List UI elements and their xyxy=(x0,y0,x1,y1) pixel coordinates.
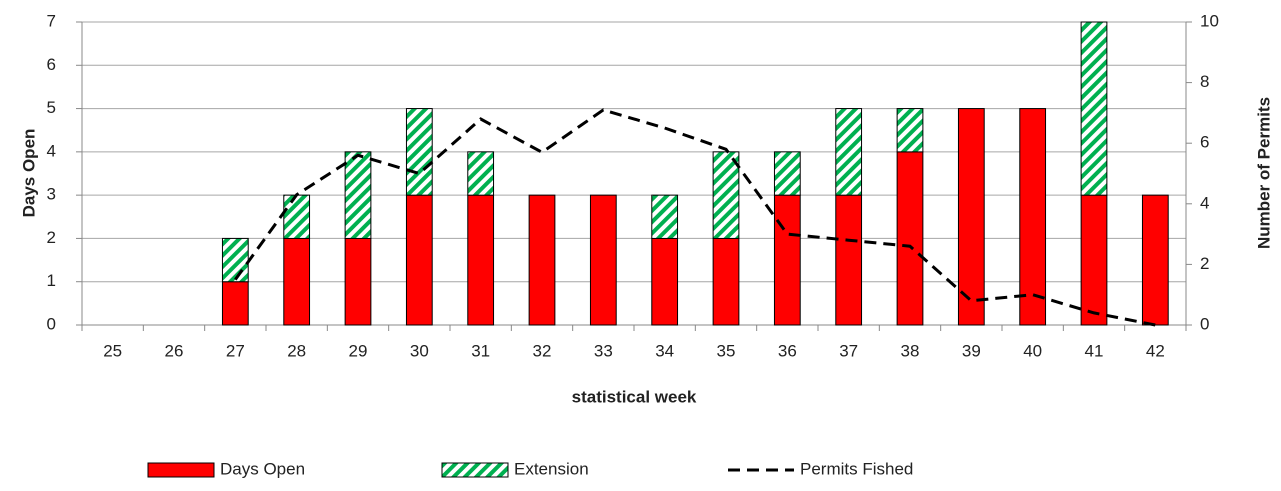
legend-label: Days Open xyxy=(220,459,305,478)
y-tick-label: 6 xyxy=(47,55,56,74)
x-tick-label: 33 xyxy=(594,341,613,360)
legend-label: Extension xyxy=(514,459,589,478)
x-tick-label: 42 xyxy=(1146,341,1165,360)
bar-segment xyxy=(1080,194,1108,326)
x-tick-label: 36 xyxy=(778,341,797,360)
bar-segment xyxy=(467,194,495,326)
bar-segment xyxy=(1080,21,1108,196)
x-tick-label: 31 xyxy=(471,341,490,360)
x-tick-label: 38 xyxy=(901,341,920,360)
bar-segment xyxy=(405,194,433,326)
x-tick-label: 29 xyxy=(349,341,368,360)
y2-tick-label: 6 xyxy=(1200,133,1209,152)
y-axis-title: Days Open xyxy=(19,129,38,218)
bar-segment xyxy=(957,108,985,326)
bar-segment xyxy=(344,151,372,239)
y-tick-label: 4 xyxy=(47,141,56,160)
y-tick-label: 2 xyxy=(47,228,56,247)
y-tick-label: 5 xyxy=(47,98,56,117)
y-tick-label: 0 xyxy=(47,314,56,333)
bar-segment xyxy=(1019,108,1047,326)
legend-label: Permits Fished xyxy=(800,459,913,478)
bar-segment xyxy=(528,194,556,326)
x-tick-label: 26 xyxy=(165,341,184,360)
bar-segment xyxy=(221,237,249,283)
bar-segment xyxy=(467,151,495,196)
line-series xyxy=(234,108,1156,327)
x-tick-label: 28 xyxy=(287,341,306,360)
x-tick-label: 34 xyxy=(655,341,674,360)
bar-segment xyxy=(1141,194,1169,326)
x-tick-label: 32 xyxy=(533,341,552,360)
bar-segment xyxy=(712,237,740,326)
x-tick-label: 40 xyxy=(1023,341,1042,360)
bar-segment xyxy=(835,108,863,196)
y2-tick-label: 4 xyxy=(1200,193,1209,212)
y2-tick-label: 10 xyxy=(1200,11,1219,30)
x-tick-label: 27 xyxy=(226,341,245,360)
bar-segment xyxy=(589,194,617,326)
y2-axis-title: Number of Permits xyxy=(1254,97,1273,249)
y-tick-label: 3 xyxy=(47,185,56,204)
legend-swatch xyxy=(441,462,509,478)
y2-tick-label: 0 xyxy=(1200,314,1209,333)
bar-segment xyxy=(773,194,801,326)
bar-segment xyxy=(896,108,924,153)
bar-segment xyxy=(283,194,311,239)
legend-swatch xyxy=(147,462,215,478)
x-tick-label: 25 xyxy=(103,341,122,360)
bar-segment xyxy=(283,237,311,326)
bar-segment xyxy=(221,281,249,326)
bar-segment xyxy=(405,108,433,196)
bar-segment xyxy=(896,151,924,326)
x-tick-label: 35 xyxy=(717,341,736,360)
bar-segment xyxy=(835,194,863,326)
x-tick-label: 30 xyxy=(410,341,429,360)
bar-segment xyxy=(651,194,679,239)
y2-tick-label: 8 xyxy=(1200,72,1209,91)
bar-segment xyxy=(773,151,801,196)
y2-tick-label: 2 xyxy=(1200,254,1209,273)
x-axis-title: statistical week xyxy=(572,387,697,406)
bar-segment xyxy=(712,151,740,239)
x-tick-label: 41 xyxy=(1085,341,1104,360)
y-tick-label: 1 xyxy=(47,271,56,290)
x-tick-label: 39 xyxy=(962,341,981,360)
bar-segment xyxy=(651,237,679,326)
x-tick-label: 37 xyxy=(839,341,858,360)
y-tick-label: 7 xyxy=(47,11,56,30)
bar-segment xyxy=(344,237,372,326)
